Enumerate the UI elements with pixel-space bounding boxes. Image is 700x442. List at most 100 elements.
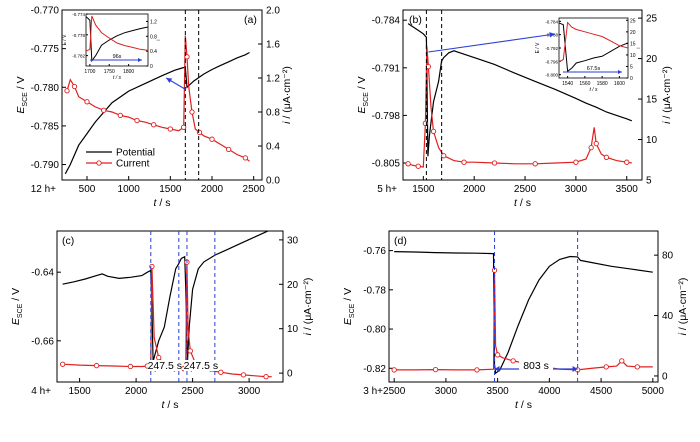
panel-label: (a) xyxy=(244,14,257,26)
x-tick-label: 2000 xyxy=(201,184,224,195)
inset-x-tick-label: 1800 xyxy=(123,69,134,75)
inset-x-tick-label: 1700 xyxy=(84,69,95,75)
y-right-tick-label: 15 xyxy=(646,95,658,106)
y-right-tick-label: 20 xyxy=(287,280,299,291)
inset-y-right-tick-label: 5 xyxy=(630,64,633,70)
inset-y-right-tick-label: 0.8 xyxy=(150,34,157,40)
x-tick-label: 1000 xyxy=(118,184,141,195)
inset-frame xyxy=(85,13,149,67)
series-current-marker xyxy=(430,128,437,135)
inset-series-potential-line xyxy=(559,22,628,73)
series-current-marker xyxy=(167,126,173,132)
inset-series-current-line xyxy=(86,15,148,52)
series-current-marker xyxy=(209,136,215,142)
series-current-marker xyxy=(71,83,78,90)
y-right-axis-label: i / (μA·cm⁻²) xyxy=(302,278,314,336)
series-current-marker xyxy=(441,153,447,159)
x-tick-label: 2500 xyxy=(383,386,406,397)
interval-label-bg xyxy=(147,360,182,371)
series-current-marker xyxy=(461,159,467,165)
inset-x-axis-label: t / s xyxy=(589,87,598,93)
panel-3: 1500 2000 2500 3000 -0.66 -0.64 0 10 20 30 t / s ES… xyxy=(10,230,314,411)
series-current-marker xyxy=(240,372,247,378)
y-left-tick-label: -0.805 xyxy=(372,159,401,170)
series-current-marker xyxy=(184,54,190,60)
y-left-tick-label: -0.80 xyxy=(363,325,386,336)
plot-frame xyxy=(388,230,659,383)
y-left-tick-label: -0.784 xyxy=(372,16,401,27)
y-right-axis-label: i / (μA·cm⁻²) xyxy=(281,66,293,124)
series-current-marker xyxy=(634,364,640,370)
inset-y-right-tick-label: 1.2 xyxy=(150,19,157,25)
y-left-axis-label: ESCE / V xyxy=(342,288,356,325)
y-left-axis-label: ESCE / V xyxy=(356,76,370,113)
inset-x-tick-label: 1540 xyxy=(562,81,573,87)
inset-annotation: 96s xyxy=(113,54,122,60)
x-tick-label: 4000 xyxy=(538,386,561,397)
inset-annotation: 67.5s xyxy=(587,66,601,72)
x-tick-label: 3500 xyxy=(487,386,510,397)
interval-arrowhead-left xyxy=(494,366,500,372)
series-current-marker xyxy=(603,364,609,370)
panel-label: (d) xyxy=(394,235,407,247)
series-current-marker xyxy=(151,122,157,128)
inset-y-left-tick-label: -0.800 xyxy=(545,73,558,78)
inset-y-right-tick-label: 0 xyxy=(150,64,153,70)
inset-x-tick-label: 1600 xyxy=(614,81,625,87)
series-current-marker xyxy=(588,144,594,151)
series-current-marker xyxy=(64,88,70,94)
inset-y-left-tick-label: -0.784 xyxy=(545,19,558,24)
series-current-line xyxy=(407,46,632,168)
x-prefix-label: 3 h+ xyxy=(363,386,383,397)
x-tick-label: 2000 xyxy=(125,386,148,397)
series-current-marker xyxy=(624,159,630,165)
series-current-marker xyxy=(84,99,90,105)
y-left-tick-label: -0.791 xyxy=(372,63,401,74)
x-tick-label: 2500 xyxy=(514,184,537,195)
interval-label: 803 s xyxy=(523,360,549,372)
inset-y-left-tick-label: -0.774 xyxy=(72,12,85,17)
plot-frame xyxy=(61,9,263,181)
x-tick-label: 2500 xyxy=(181,386,204,397)
y-right-tick-label: 25 xyxy=(646,14,658,25)
x-tick-label: 1500 xyxy=(159,184,182,195)
x-prefix-label: 12 h+ xyxy=(31,184,56,195)
y-right-tick-label: 80 xyxy=(662,251,674,262)
y-right-tick-label: 0.4 xyxy=(266,142,280,153)
x-tick-label: 1500 xyxy=(412,184,435,195)
inset-y-right-tick-label: 25 xyxy=(630,18,636,24)
panel-label: (c) xyxy=(62,235,74,247)
series-current-marker xyxy=(242,155,248,161)
inset-interval-arrowhead xyxy=(618,70,622,74)
series-current-marker xyxy=(218,369,224,375)
y-left-tick-label: -0.770 xyxy=(31,6,60,17)
connector-arrowhead xyxy=(166,78,173,83)
inset-series-current-line xyxy=(559,21,628,63)
series-current-marker xyxy=(603,154,610,160)
y-left-tick-label: -0.790 xyxy=(31,160,60,171)
series-current-marker xyxy=(422,120,429,126)
y-right-tick-label: 5 xyxy=(646,176,652,187)
series-potential-line xyxy=(394,251,653,375)
legend-label: Current xyxy=(116,159,150,170)
series-current-marker xyxy=(593,140,599,147)
inset-y-right-tick-label: 0 xyxy=(630,76,633,82)
series-current-marker xyxy=(263,374,269,380)
inset-y-left-tick-label: -0.792 xyxy=(545,46,558,51)
panel-label: (b) xyxy=(409,14,422,26)
y-left-tick-label: -0.780 xyxy=(31,83,60,94)
y-right-tick-label: 0 xyxy=(662,371,668,382)
inset-x-tick-label: 1560 xyxy=(579,81,590,87)
series-current-marker xyxy=(156,354,162,361)
series-current-marker xyxy=(93,362,100,369)
x-tick-label: 3000 xyxy=(238,386,261,397)
y-right-tick-label: 10 xyxy=(287,324,299,335)
inset-series-potential-line xyxy=(86,16,148,63)
x-prefix-label: 4 h+ xyxy=(31,386,51,397)
inset-y-right-tick-label: 0.4 xyxy=(150,49,157,55)
y-right-tick-label: 20 xyxy=(646,54,658,65)
series-potential-line xyxy=(62,231,270,362)
inset: 1540156015801600-0.800-0.796-0.792-0.788… xyxy=(535,17,642,93)
y-left-tick-label: -0.64 xyxy=(31,268,54,279)
x-tick-label: 2000 xyxy=(463,184,486,195)
